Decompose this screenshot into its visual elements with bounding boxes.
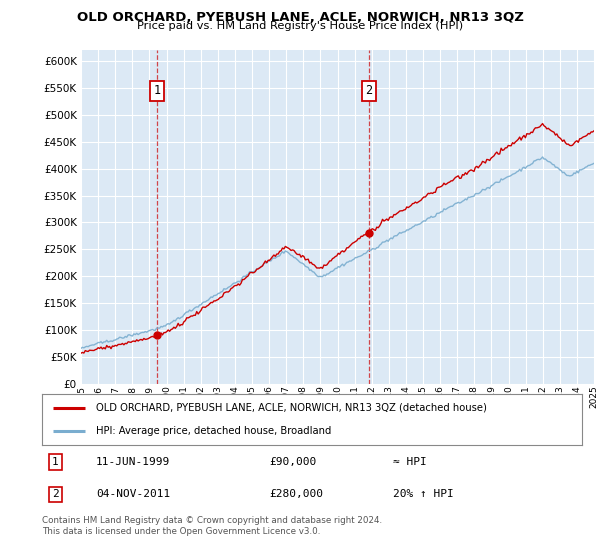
Text: 2: 2: [365, 84, 373, 97]
Text: HPI: Average price, detached house, Broadland: HPI: Average price, detached house, Broa…: [96, 426, 331, 436]
Text: OLD ORCHARD, PYEBUSH LANE, ACLE, NORWICH, NR13 3QZ (detached house): OLD ORCHARD, PYEBUSH LANE, ACLE, NORWICH…: [96, 403, 487, 413]
Text: 2: 2: [52, 489, 59, 500]
Text: 1: 1: [52, 457, 59, 467]
Text: 20% ↑ HPI: 20% ↑ HPI: [393, 489, 454, 500]
Text: OLD ORCHARD, PYEBUSH LANE, ACLE, NORWICH, NR13 3QZ: OLD ORCHARD, PYEBUSH LANE, ACLE, NORWICH…: [77, 11, 523, 24]
Text: Price paid vs. HM Land Registry's House Price Index (HPI): Price paid vs. HM Land Registry's House …: [137, 21, 463, 31]
Text: 11-JUN-1999: 11-JUN-1999: [96, 457, 170, 467]
Text: Contains HM Land Registry data © Crown copyright and database right 2024.
This d: Contains HM Land Registry data © Crown c…: [42, 516, 382, 536]
Text: £90,000: £90,000: [269, 457, 316, 467]
Text: 1: 1: [154, 84, 160, 97]
Text: 04-NOV-2011: 04-NOV-2011: [96, 489, 170, 500]
Text: £280,000: £280,000: [269, 489, 323, 500]
Text: ≈ HPI: ≈ HPI: [393, 457, 427, 467]
